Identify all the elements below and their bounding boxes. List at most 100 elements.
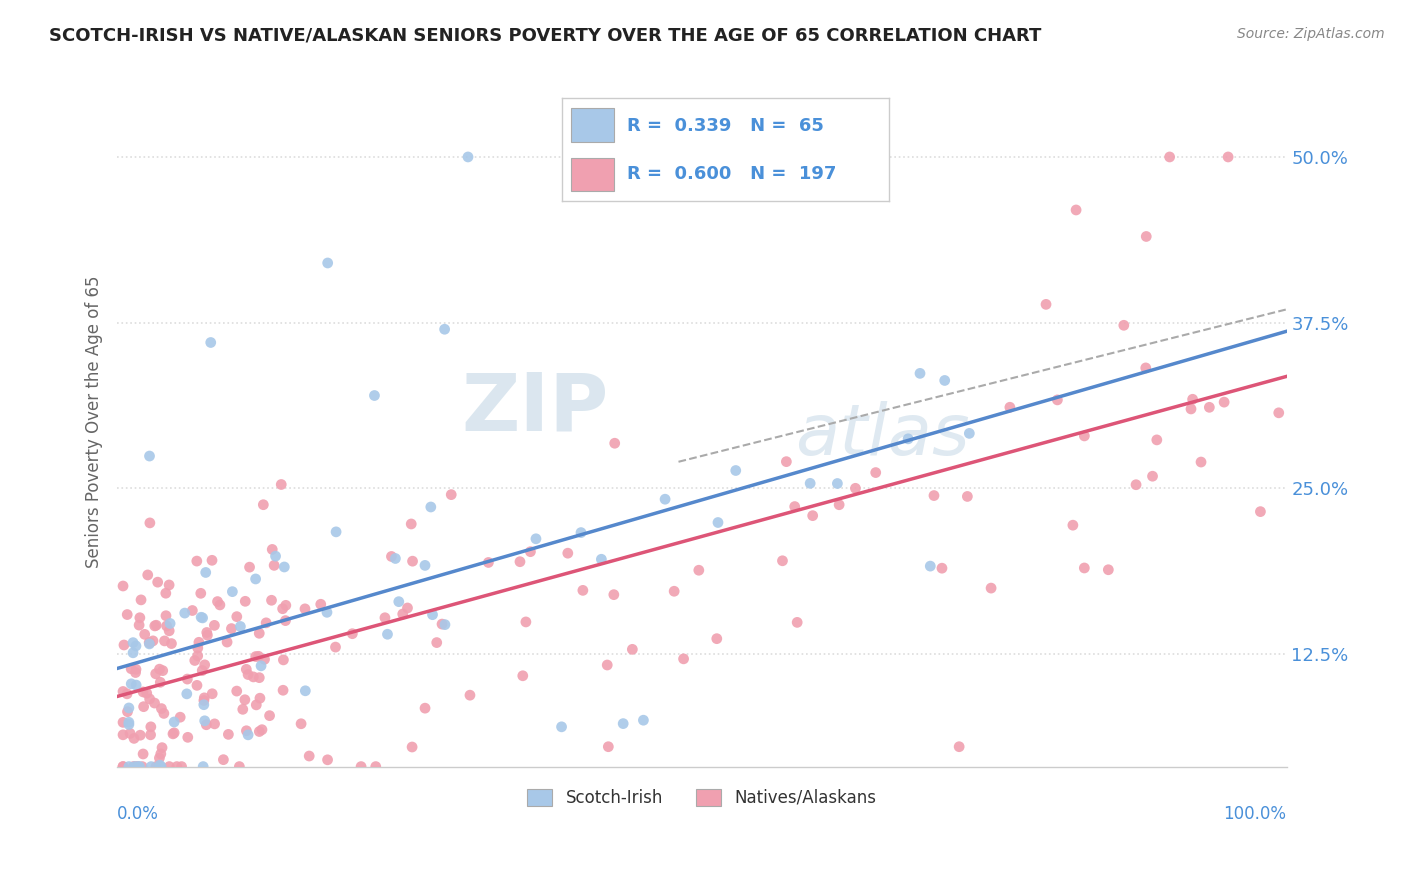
- Point: [1125, 477, 1147, 491]
- Text: atlas: atlas: [796, 401, 970, 470]
- Point: [134, 627, 156, 641]
- Point: [135, 686, 157, 700]
- Point: [956, 490, 979, 504]
- Point: [298, 749, 321, 764]
- Point: [143, 619, 166, 633]
- Point: [783, 500, 806, 514]
- Point: [115, 687, 138, 701]
- Point: [193, 693, 215, 707]
- Point: [724, 463, 747, 477]
- Point: [250, 723, 273, 737]
- Point: [980, 581, 1002, 595]
- Point: [190, 586, 212, 600]
- Point: [128, 618, 150, 632]
- Point: [122, 731, 145, 746]
- Point: [145, 618, 167, 632]
- Point: [519, 544, 541, 558]
- Point: [440, 488, 463, 502]
- Point: [128, 759, 150, 773]
- Point: [150, 759, 173, 773]
- Point: [363, 388, 385, 402]
- Point: [426, 635, 449, 649]
- Point: [271, 601, 294, 615]
- Text: Source: ZipAtlas.com: Source: ZipAtlas.com: [1237, 27, 1385, 41]
- Point: [827, 476, 849, 491]
- Point: [229, 619, 252, 633]
- Point: [233, 692, 256, 706]
- Point: [931, 561, 953, 575]
- Point: [129, 593, 152, 607]
- Point: [260, 593, 283, 607]
- Point: [1112, 318, 1135, 333]
- Point: [316, 753, 339, 767]
- Point: [254, 615, 277, 630]
- Point: [191, 664, 214, 678]
- Point: [413, 558, 436, 573]
- Point: [193, 690, 215, 705]
- Point: [569, 525, 592, 540]
- Point: [749, 177, 772, 191]
- Point: [621, 642, 644, 657]
- Point: [374, 611, 396, 625]
- Point: [422, 607, 444, 622]
- Point: [1062, 518, 1084, 533]
- Point: [688, 563, 710, 577]
- Point: [1249, 505, 1271, 519]
- Point: [112, 728, 135, 742]
- Point: [396, 601, 419, 615]
- Point: [772, 554, 794, 568]
- Point: [399, 516, 422, 531]
- Point: [148, 751, 170, 765]
- Point: [799, 476, 821, 491]
- Point: [157, 624, 180, 638]
- Point: [264, 549, 287, 563]
- Point: [247, 724, 270, 739]
- Point: [193, 759, 215, 773]
- Point: [1189, 455, 1212, 469]
- Point: [242, 670, 264, 684]
- Point: [112, 579, 135, 593]
- Point: [138, 692, 160, 706]
- Point: [294, 683, 316, 698]
- Point: [138, 449, 160, 463]
- Point: [217, 635, 239, 649]
- Text: SCOTCH-IRISH VS NATIVE/ALASKAN SENIORS POVERTY OVER THE AGE OF 65 CORRELATION CH: SCOTCH-IRISH VS NATIVE/ALASKAN SENIORS P…: [49, 27, 1042, 45]
- Point: [200, 335, 222, 350]
- Point: [191, 611, 214, 625]
- Point: [433, 617, 456, 632]
- Point: [148, 662, 170, 676]
- Text: 100.0%: 100.0%: [1223, 805, 1286, 823]
- Point: [132, 699, 155, 714]
- Point: [225, 684, 247, 698]
- Point: [922, 489, 945, 503]
- Point: [159, 616, 181, 631]
- Point: [1135, 229, 1157, 244]
- Point: [149, 758, 172, 772]
- Point: [654, 492, 676, 507]
- Point: [550, 720, 572, 734]
- Point: [136, 568, 159, 582]
- Point: [125, 678, 148, 692]
- Point: [204, 717, 226, 731]
- Point: [934, 374, 956, 388]
- Point: [263, 558, 285, 573]
- Point: [786, 615, 808, 630]
- Point: [249, 691, 271, 706]
- Point: [433, 322, 456, 336]
- Point: [457, 150, 479, 164]
- Point: [897, 432, 920, 446]
- Point: [145, 759, 167, 773]
- Point: [557, 546, 579, 560]
- Point: [245, 649, 267, 664]
- Point: [247, 626, 270, 640]
- Point: [325, 524, 347, 539]
- Point: [509, 555, 531, 569]
- Point: [908, 367, 931, 381]
- Point: [801, 508, 824, 523]
- Point: [273, 653, 295, 667]
- Point: [612, 716, 634, 731]
- Point: [162, 727, 184, 741]
- Point: [477, 556, 499, 570]
- Point: [124, 759, 146, 773]
- Point: [273, 560, 295, 574]
